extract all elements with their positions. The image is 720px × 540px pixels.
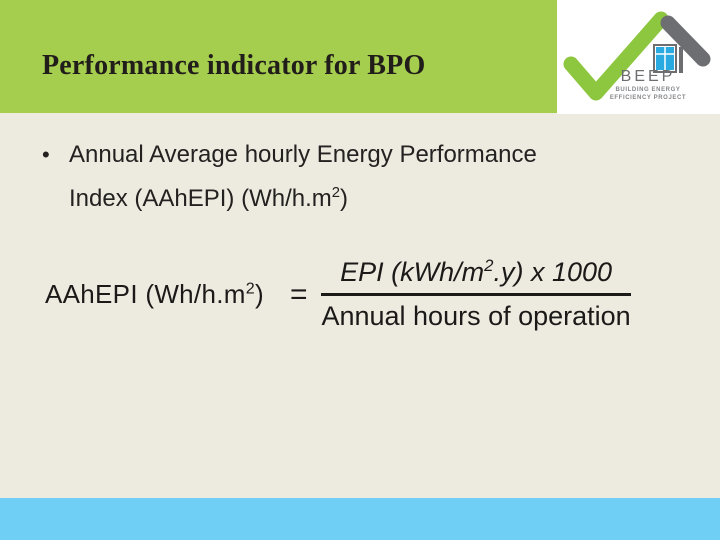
title-band: Performance indicator for BPO (0, 0, 557, 113)
bullet-line1: Annual Average hourly Energy Performance (69, 141, 537, 168)
page-title: Performance indicator for BPO (42, 50, 426, 81)
fraction-numerator: EPI (kWh/m2.y) x 1000 (321, 256, 631, 296)
bullet-item: • Annual Average hourly Energy Performan… (42, 133, 700, 221)
roof-icon (660, 15, 711, 67)
checkmark-icon (563, 11, 669, 101)
footer-band (0, 498, 720, 540)
fraction: EPI (kWh/m2.y) x 1000 Annual hours of op… (321, 256, 631, 332)
superscript: 2 (245, 279, 255, 298)
logo-wordmark: BEEP (620, 68, 676, 85)
bullet-line2: Index (AAhEPI) (Wh/h.m2) (69, 185, 349, 212)
superscript: 2 (331, 185, 341, 201)
bullet-text: Annual Average hourly Energy Performance… (69, 133, 700, 221)
beep-logo: BEEP BUILDING ENERGY EFFICIENCY PROJECT (557, 0, 720, 114)
logo-subtitle-line2: EFFICIENCY PROJECT (609, 95, 687, 101)
equals-sign: = (289, 277, 308, 311)
beep-logo-mark (563, 11, 711, 101)
logo-text-block: BEEP BUILDING ENERGY EFFICIENCY PROJECT (583, 68, 713, 102)
bullet-marker: • (42, 142, 50, 167)
formula: AAhEPI (Wh/h.m2) = EPI (kWh/m2.y) x 1000… (45, 257, 631, 332)
superscript: 2 (484, 256, 494, 275)
logo-subtitle-line1: BUILDING ENERGY (615, 87, 681, 93)
window-icon (653, 44, 683, 73)
fraction-denominator: Annual hours of operation (321, 301, 631, 331)
formula-lhs: AAhEPI (Wh/h.m2) (45, 279, 264, 309)
